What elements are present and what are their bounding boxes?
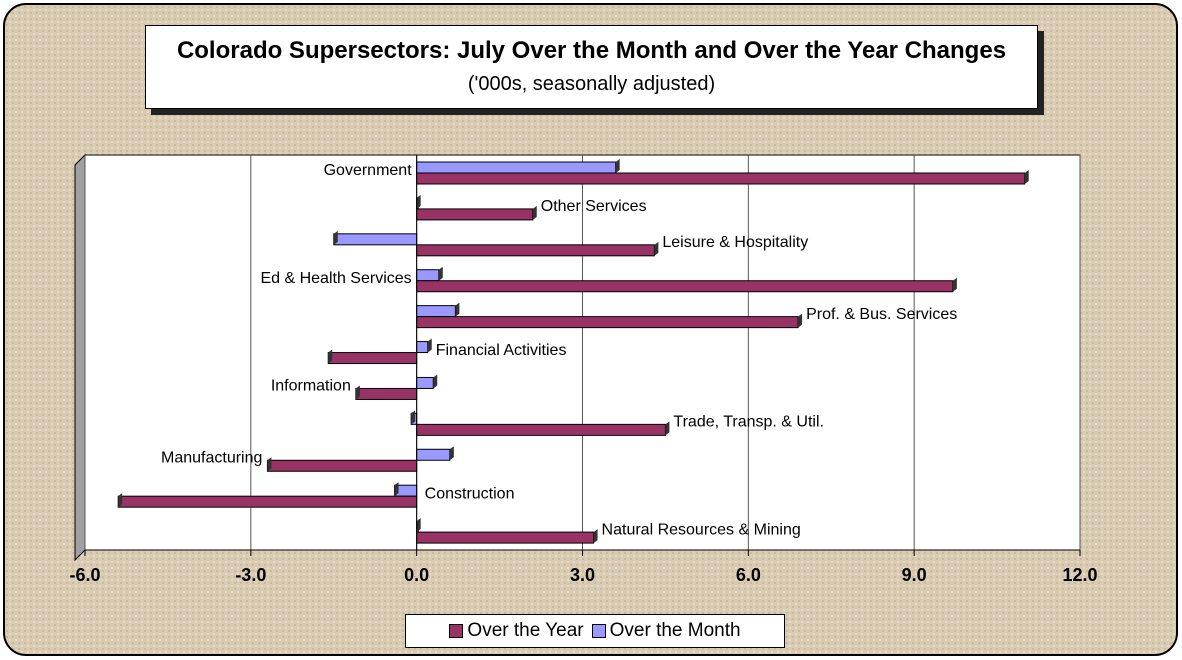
bar <box>416 161 617 174</box>
legend-swatch <box>591 623 606 638</box>
legend-label: Over the Year <box>467 620 584 641</box>
bar-side <box>433 374 438 389</box>
category-label: Construction <box>425 485 515 502</box>
bar <box>416 341 429 354</box>
bar <box>266 459 418 472</box>
bar <box>416 244 655 257</box>
chart-subtitle: ('000s, seasonally adjusted) <box>467 72 716 95</box>
bar <box>416 172 1026 185</box>
bar <box>355 387 418 400</box>
bar-side <box>416 194 421 209</box>
bar-side <box>411 410 416 425</box>
bar <box>327 352 418 365</box>
bar-side <box>593 529 598 544</box>
category-label: Ed & Health Services <box>260 270 411 287</box>
chart-title: Colorado Supersectors: July Over the Mon… <box>176 36 1007 64</box>
bar <box>416 531 595 544</box>
legend: Over the Year Over the Month <box>405 614 785 648</box>
bar-side <box>532 205 537 220</box>
bar <box>117 495 418 508</box>
bar <box>416 376 434 389</box>
x-tick-label: 9.0 <box>902 565 927 585</box>
plot-wall <box>74 153 86 562</box>
bar-side <box>328 349 333 364</box>
legend-item: Over the Year <box>449 620 584 642</box>
category-label: Information <box>271 378 351 395</box>
x-tick-label: -6.0 <box>69 565 100 585</box>
bar-side <box>654 241 659 256</box>
bar-side <box>615 159 620 173</box>
bar-side <box>427 338 432 353</box>
bar-side <box>355 385 360 400</box>
bar <box>333 233 418 246</box>
category-label: Leisure & Hospitality <box>662 234 808 251</box>
bar <box>416 305 456 318</box>
x-tick-label: -3.0 <box>235 565 266 585</box>
category-label: Prof. & Bus. Services <box>806 306 957 323</box>
legend-swatch <box>449 623 464 638</box>
bar <box>416 316 799 329</box>
category-label: Trade, Transp. & Util. <box>673 414 824 431</box>
bar-side <box>449 446 454 461</box>
category-label: Other Services <box>541 198 647 215</box>
bar-side <box>267 457 272 472</box>
category-label: Manufacturing <box>161 449 262 466</box>
bar-side <box>798 313 803 328</box>
bar <box>416 269 440 282</box>
bar-side <box>438 266 443 281</box>
bar-side <box>1024 170 1029 184</box>
bar-side <box>952 277 957 292</box>
bar <box>416 423 666 436</box>
bar-side <box>455 302 460 317</box>
x-tick-label: 3.0 <box>570 565 595 585</box>
bar-side <box>333 230 338 245</box>
category-label: Natural Resources & Mining <box>602 521 801 538</box>
category-label: Government <box>324 162 413 179</box>
bar-side <box>416 518 421 533</box>
bar <box>416 448 451 461</box>
legend-label: Over the Month <box>609 620 741 641</box>
category-label: Financial Activities <box>436 342 567 359</box>
bar-side <box>665 421 670 436</box>
title-box: Colorado Supersectors: July Over the Mon… <box>145 25 1038 109</box>
x-tick-label: 6.0 <box>736 565 761 585</box>
bar-side <box>118 493 123 508</box>
bar-side <box>394 482 399 497</box>
x-tick-label: 12.0 <box>1062 565 1097 585</box>
legend-item: Over the Month <box>591 620 741 642</box>
bar <box>416 208 534 221</box>
x-tick-label: 0.0 <box>404 565 429 585</box>
bar <box>416 280 954 293</box>
